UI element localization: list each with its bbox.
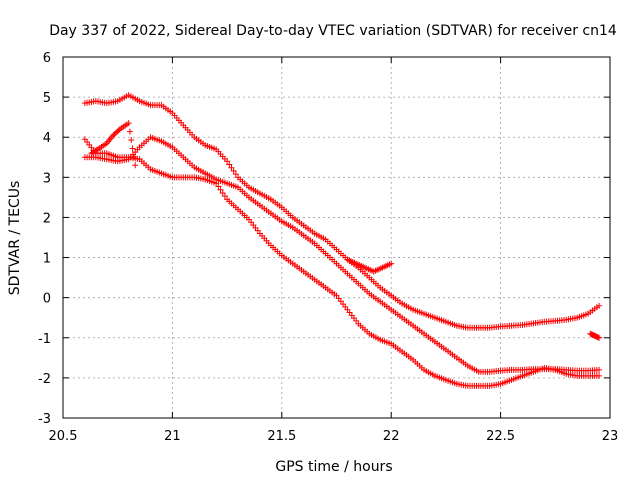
data-point [130,153,137,160]
x-tick-label: 21 [164,429,181,444]
data-point [115,127,122,134]
y-tick-label: -2 [38,372,51,387]
y-tick-label: 0 [43,292,51,307]
data-point [213,180,220,187]
chart-title: Day 337 of 2022, Sidereal Day-to-day VTE… [49,23,617,39]
axes [62,56,611,419]
data-point [93,147,100,154]
data-point [215,183,222,190]
data-point [596,302,603,309]
data-point [219,189,226,196]
data-points [81,92,603,389]
y-tick-label: 4 [43,131,51,146]
data-point [596,366,603,373]
x-tick-label: 21.5 [267,429,296,444]
data-point [126,128,133,135]
y-tick-label: -3 [38,412,51,427]
data-point [226,161,233,168]
data-point [129,145,136,152]
data-point [230,167,237,174]
data-point [596,372,603,379]
data-point [217,186,224,193]
y-tick-label: 5 [43,91,51,106]
y-tick-label: 1 [43,252,51,267]
data-point [128,137,135,144]
data-point [125,120,132,127]
plot-frame [62,56,611,419]
y-tick-label: -1 [38,332,51,347]
y-tick-label: 6 [43,51,51,66]
data-point [224,158,231,165]
x-tick-label: 20.5 [49,429,78,444]
y-tick-label: 2 [43,211,51,226]
data-point [388,260,395,267]
data-point [232,171,239,178]
x-tick-label: 22 [383,429,400,444]
data-point [132,162,139,169]
data-point [596,334,603,341]
y-tick-label: 3 [43,171,51,186]
data-point [228,164,235,171]
x-axis-label: GPS time / hours [275,459,392,475]
x-tick-label: 23 [602,429,619,444]
y-axis-label: SDTVAR / TECUs [7,181,23,296]
x-tick-label: 22.5 [486,429,515,444]
data-point [221,193,228,200]
